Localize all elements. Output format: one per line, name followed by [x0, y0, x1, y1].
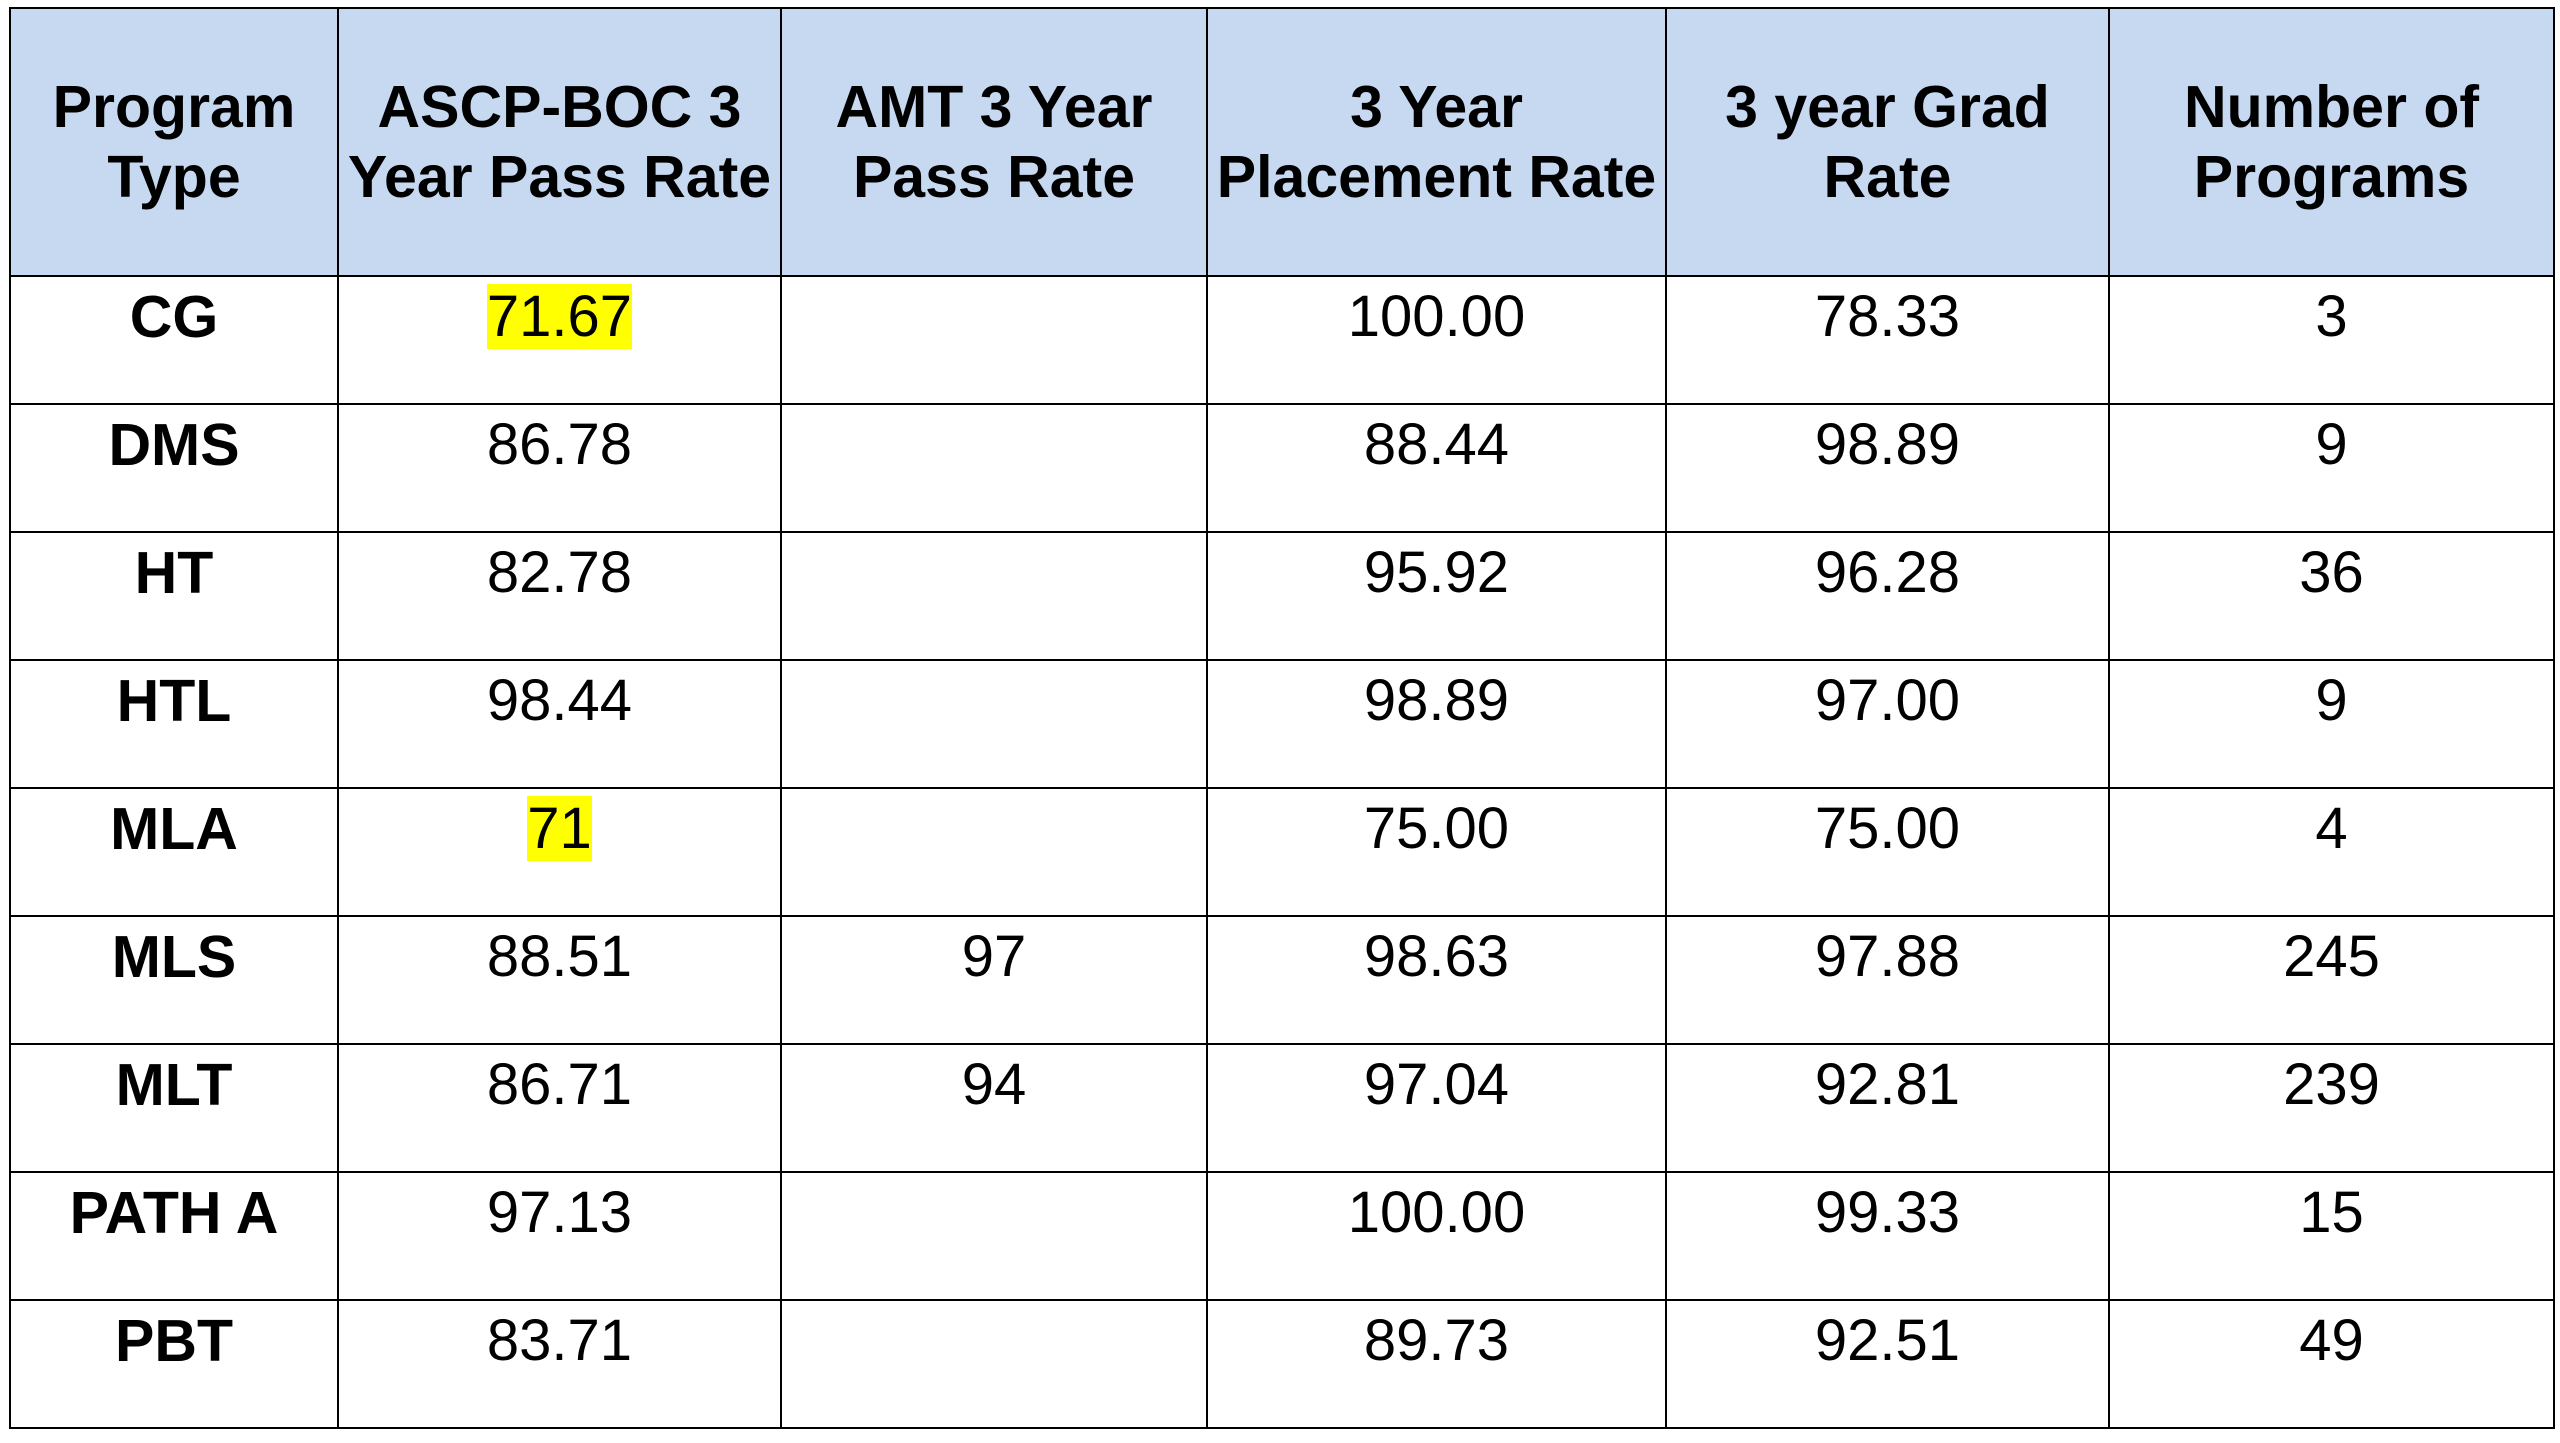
- placement-cell: 100.00: [1206, 1171, 1667, 1301]
- program-type-cell: PATH A: [9, 1171, 339, 1301]
- ascp-boc-cell: 71: [337, 787, 782, 917]
- amt-cell: [780, 1299, 1208, 1429]
- amt-cell: 97: [780, 915, 1208, 1045]
- table-row: PATH A 97.13 100.00 99.33 15: [9, 1171, 2555, 1301]
- ascp-boc-cell: 88.51: [337, 915, 782, 1045]
- placement-cell: 89.73: [1206, 1299, 1667, 1429]
- program-type-cell: DMS: [9, 403, 339, 533]
- placement-cell: 88.44: [1206, 403, 1667, 533]
- grad-cell: 97.00: [1665, 659, 2110, 789]
- program-type-cell: HTL: [9, 659, 339, 789]
- grad-cell: 98.89: [1665, 403, 2110, 533]
- ascp-boc-cell: 83.71: [337, 1299, 782, 1429]
- programs-cell: 9: [2108, 659, 2555, 789]
- program-type-cell: MLA: [9, 787, 339, 917]
- grad-cell: 75.00: [1665, 787, 2110, 917]
- program-type-cell: HT: [9, 531, 339, 661]
- grad-cell: 97.88: [1665, 915, 2110, 1045]
- header-ascp-boc-pass-rate: ASCP-BOC 3 Year Pass Rate: [337, 7, 782, 277]
- highlighted-value: 71: [527, 796, 592, 861]
- table-row: MLA 71 75.00 75.00 4: [9, 787, 2555, 917]
- amt-cell: [780, 787, 1208, 917]
- grad-cell: 78.33: [1665, 275, 2110, 405]
- table-row: PBT 83.71 89.73 92.51 49: [9, 1299, 2555, 1429]
- amt-cell: 94: [780, 1043, 1208, 1173]
- placement-cell: 98.63: [1206, 915, 1667, 1045]
- programs-cell: 9: [2108, 403, 2555, 533]
- programs-cell: 3: [2108, 275, 2555, 405]
- grad-cell: 92.51: [1665, 1299, 2110, 1429]
- program-type-cell: PBT: [9, 1299, 339, 1429]
- program-type-cell: MLT: [9, 1043, 339, 1173]
- programs-cell: 245: [2108, 915, 2555, 1045]
- header-program-type: Program Type: [9, 7, 339, 277]
- table-row: MLS 88.51 97 98.63 97.88 245: [9, 915, 2555, 1045]
- placement-cell: 98.89: [1206, 659, 1667, 789]
- placement-cell: 75.00: [1206, 787, 1667, 917]
- table-row: DMS 86.78 88.44 98.89 9: [9, 403, 2555, 533]
- ascp-boc-cell: 82.78: [337, 531, 782, 661]
- grad-cell: 99.33: [1665, 1171, 2110, 1301]
- ascp-boc-cell: 98.44: [337, 659, 782, 789]
- grad-cell: 96.28: [1665, 531, 2110, 661]
- highlighted-value: 71.67: [486, 284, 633, 349]
- ascp-boc-cell: 97.13: [337, 1171, 782, 1301]
- table-row: CG 71.67 100.00 78.33 3: [9, 275, 2555, 405]
- ascp-boc-cell: 71.67: [337, 275, 782, 405]
- amt-cell: [780, 403, 1208, 533]
- header-amt-pass-rate: AMT 3 Year Pass Rate: [780, 7, 1208, 277]
- programs-cell: 49: [2108, 1299, 2555, 1429]
- programs-cell: 36: [2108, 531, 2555, 661]
- header-row: Program Type ASCP-BOC 3 Year Pass Rate A…: [9, 7, 2555, 277]
- programs-cell: 239: [2108, 1043, 2555, 1173]
- ascp-boc-cell: 86.71: [337, 1043, 782, 1173]
- programs-cell: 15: [2108, 1171, 2555, 1301]
- header-placement-rate: 3 Year Placement Rate: [1206, 7, 1667, 277]
- ascp-boc-cell: 86.78: [337, 403, 782, 533]
- placement-cell: 97.04: [1206, 1043, 1667, 1173]
- program-type-cell: CG: [9, 275, 339, 405]
- table-row: HTL 98.44 98.89 97.00 9: [9, 659, 2555, 789]
- grad-cell: 92.81: [1665, 1043, 2110, 1173]
- header-number-of-programs: Number of Programs: [2108, 7, 2555, 277]
- amt-cell: [780, 1171, 1208, 1301]
- table-row: MLT 86.71 94 97.04 92.81 239: [9, 1043, 2555, 1173]
- program-stats-table: Program Type ASCP-BOC 3 Year Pass Rate A…: [9, 7, 2555, 1429]
- placement-cell: 100.00: [1206, 275, 1667, 405]
- header-grad-rate: 3 year Grad Rate: [1665, 7, 2110, 277]
- table-row: HT 82.78 95.92 96.28 36: [9, 531, 2555, 661]
- amt-cell: [780, 531, 1208, 661]
- programs-cell: 4: [2108, 787, 2555, 917]
- amt-cell: [780, 275, 1208, 405]
- amt-cell: [780, 659, 1208, 789]
- program-type-cell: MLS: [9, 915, 339, 1045]
- placement-cell: 95.92: [1206, 531, 1667, 661]
